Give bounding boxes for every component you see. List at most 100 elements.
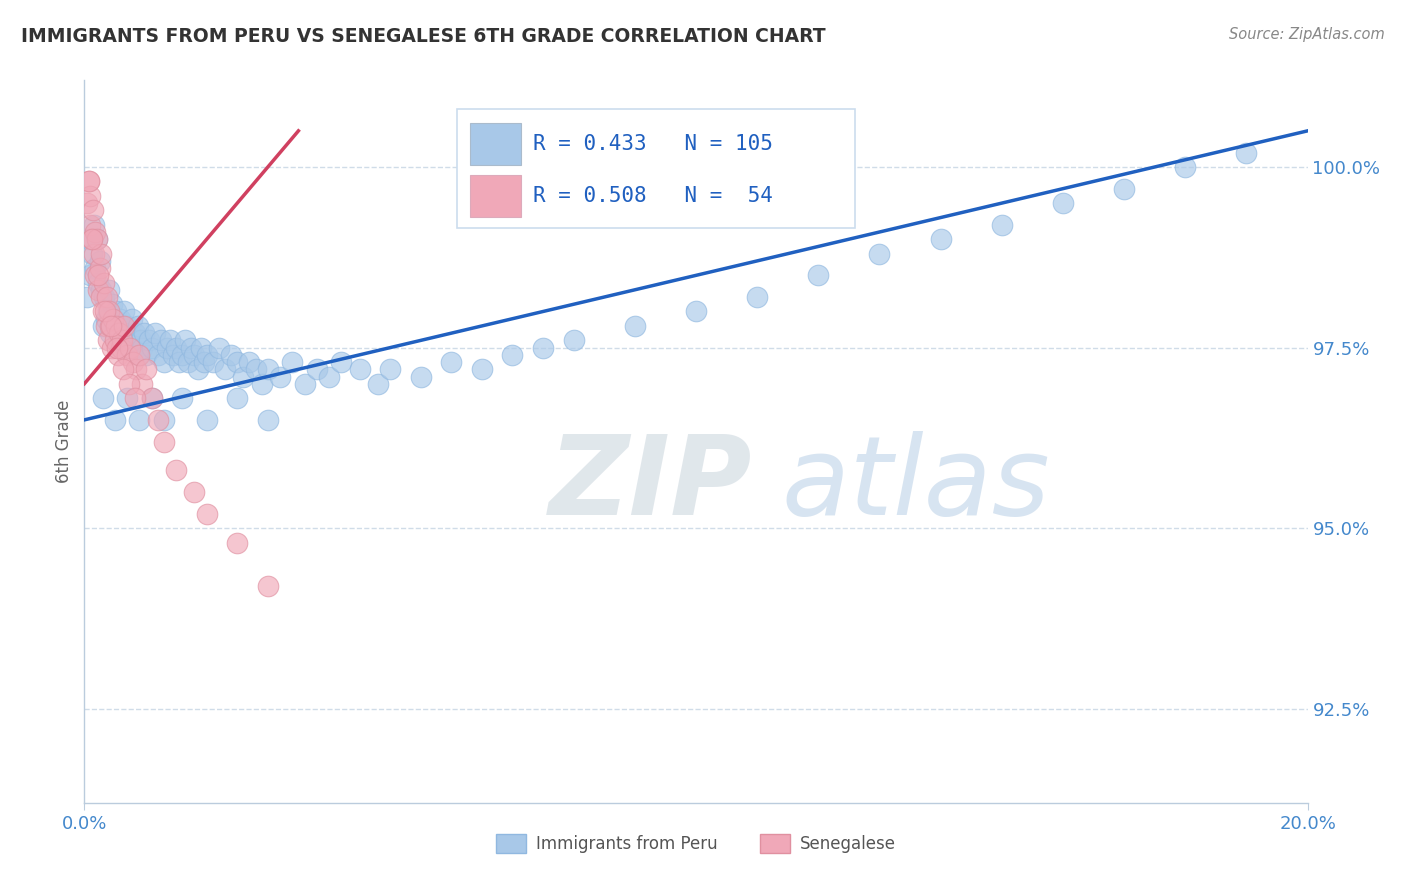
Point	[100, 318, 122, 333]
Point	[91, 304, 114, 318]
Point	[90, 246, 112, 260]
Text: ZIP: ZIP	[550, 432, 752, 539]
Point	[685, 304, 707, 318]
Point	[214, 362, 236, 376]
Point	[624, 318, 647, 333]
Point	[96, 290, 118, 304]
Point	[84, 268, 107, 283]
Point	[112, 304, 135, 318]
Point	[83, 225, 105, 239]
Point	[84, 261, 107, 276]
Point	[257, 362, 280, 376]
Point	[183, 485, 205, 500]
Point	[219, 348, 242, 362]
Point	[128, 348, 150, 362]
Point	[305, 362, 328, 376]
Point	[141, 391, 163, 405]
FancyBboxPatch shape	[470, 175, 522, 217]
Point	[409, 369, 432, 384]
Point	[115, 318, 138, 333]
Point	[94, 318, 117, 333]
Point	[562, 334, 585, 348]
Point	[107, 348, 129, 362]
Point	[747, 290, 769, 304]
Point	[107, 334, 129, 348]
Point	[183, 348, 205, 362]
Point	[87, 276, 110, 290]
Point	[79, 189, 101, 203]
Point	[93, 304, 115, 318]
Point	[1114, 182, 1136, 196]
Point	[238, 355, 260, 369]
Point	[111, 362, 134, 376]
Point	[165, 463, 187, 477]
Point	[146, 348, 169, 362]
Point	[90, 283, 112, 297]
Point	[93, 276, 115, 290]
Point	[86, 232, 108, 246]
Point	[111, 334, 134, 348]
Legend: Immigrants from Peru, Senegalese: Immigrants from Peru, Senegalese	[489, 827, 903, 860]
Point	[104, 413, 127, 427]
Point	[531, 341, 554, 355]
Point	[195, 348, 218, 362]
Point	[153, 413, 176, 427]
Point	[180, 341, 202, 355]
Point	[76, 196, 98, 211]
Point	[153, 434, 176, 449]
FancyBboxPatch shape	[457, 109, 855, 228]
Point	[250, 376, 273, 391]
Point	[93, 290, 115, 304]
Point	[318, 369, 340, 384]
Point	[122, 341, 145, 355]
Point	[128, 413, 150, 427]
Point	[226, 535, 249, 549]
Text: IMMIGRANTS FROM PERU VS SENEGALESE 6TH GRADE CORRELATION CHART: IMMIGRANTS FROM PERU VS SENEGALESE 6TH G…	[21, 27, 825, 45]
Point	[127, 318, 149, 333]
Point	[226, 355, 249, 369]
Point	[103, 311, 125, 326]
Point	[105, 318, 128, 333]
Point	[115, 341, 138, 355]
Point	[208, 341, 231, 355]
Point	[110, 326, 132, 341]
Point	[281, 355, 304, 369]
Point	[121, 311, 143, 326]
Point	[82, 232, 104, 246]
Point	[112, 318, 135, 333]
Point	[97, 334, 120, 348]
Point	[120, 341, 142, 355]
Point	[167, 355, 190, 369]
Point	[226, 391, 249, 405]
Point	[190, 341, 212, 355]
Point	[98, 318, 121, 333]
Point	[257, 413, 280, 427]
Point	[195, 413, 218, 427]
Point	[141, 391, 163, 405]
Point	[330, 355, 353, 369]
Point	[134, 326, 156, 341]
Point	[87, 283, 110, 297]
Point	[77, 232, 100, 246]
Point	[294, 376, 316, 391]
Point	[129, 334, 152, 348]
Y-axis label: 6th Grade: 6th Grade	[55, 400, 73, 483]
Point	[101, 311, 124, 326]
Point	[153, 355, 176, 369]
Point	[82, 203, 104, 218]
Point	[101, 297, 124, 311]
Point	[89, 261, 111, 276]
Point	[89, 254, 111, 268]
Point	[156, 341, 179, 355]
Point	[80, 232, 103, 246]
Point	[125, 362, 148, 376]
Point	[131, 376, 153, 391]
Point	[87, 268, 110, 283]
Point	[143, 326, 166, 341]
Point	[79, 218, 101, 232]
Point	[98, 326, 121, 341]
Point	[135, 362, 157, 376]
Point	[108, 311, 131, 326]
Point	[869, 246, 891, 260]
Point	[115, 391, 138, 405]
